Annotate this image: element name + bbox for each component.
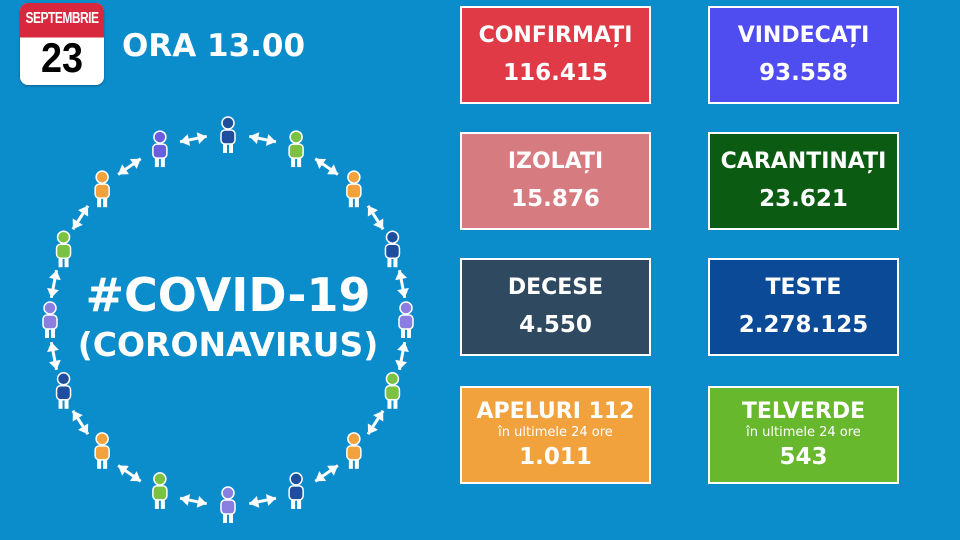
person-icon	[55, 230, 72, 268]
card-label: DECESE	[507, 275, 604, 300]
person-icon	[94, 170, 110, 208]
double-arrow-icon	[179, 132, 207, 146]
double-arrow-icon	[249, 132, 277, 146]
report-time: ORA 13.00	[122, 28, 306, 64]
person-icon	[152, 130, 168, 168]
card-label: TELVERDE	[741, 399, 866, 424]
calendar-day: 23	[40, 34, 84, 81]
card-confirmati: CONFIRMAȚI 116.415	[460, 6, 651, 104]
person-icon	[384, 372, 401, 409]
card-sublabel: în ultimele 24 ore	[746, 425, 861, 440]
double-arrow-icon	[366, 204, 385, 231]
card-teste: TESTE 2.278.125	[708, 258, 899, 356]
double-arrow-icon	[314, 157, 339, 176]
card-izolati: IZOLAȚI 15.876	[460, 132, 651, 230]
calendar-month: SEPTEMBRIE	[20, 3, 104, 38]
person-icon	[346, 432, 362, 469]
card-sublabel: în ultimele 24 ore	[498, 425, 613, 440]
card-label: TESTE	[765, 275, 842, 300]
double-arrow-icon	[47, 269, 61, 299]
person-icon	[346, 170, 362, 208]
double-arrow-icon	[117, 464, 142, 483]
card-telverde: TELVERDE în ultimele 24 ore 543	[708, 386, 899, 484]
card-decese: DECESE 4.550	[460, 258, 651, 356]
person-icon	[384, 230, 401, 268]
covid-subtitle: (CORONAVIRUS)	[77, 325, 379, 364]
person-icon	[288, 130, 304, 168]
card-value: 93.558	[759, 60, 848, 86]
double-arrow-icon	[395, 341, 409, 371]
double-arrow-icon	[179, 494, 207, 508]
covid-title: #COVID-19	[85, 268, 371, 322]
card-label: APELURI 112	[476, 399, 635, 424]
card-label: VINDECAȚI	[737, 23, 870, 48]
card-label: CONFIRMAȚI	[478, 23, 633, 48]
people-circle-illustration	[42, 116, 414, 523]
card-value: 4.550	[519, 312, 592, 338]
calendar-badge: SEPTEMBRIE 23	[20, 3, 104, 85]
card-value: 15.876	[511, 186, 600, 212]
double-arrow-icon	[71, 204, 90, 231]
double-arrow-icon	[314, 464, 339, 483]
person-icon	[55, 372, 72, 409]
double-arrow-icon	[366, 409, 385, 436]
double-arrow-icon	[47, 341, 61, 371]
card-value: 543	[779, 444, 828, 470]
person-icon	[220, 116, 236, 153]
person-icon	[288, 472, 304, 509]
double-arrow-icon	[249, 494, 277, 508]
card-value: 23.621	[759, 186, 848, 212]
card-apeluri: APELURI 112 în ultimele 24 ore 1.011	[460, 386, 651, 484]
person-icon	[398, 301, 414, 338]
person-icon	[42, 301, 58, 338]
card-label: IZOLAȚI	[507, 149, 604, 174]
person-icon	[152, 472, 168, 509]
card-value: 116.415	[503, 60, 608, 86]
card-value: 1.011	[519, 444, 592, 470]
double-arrow-icon	[395, 269, 409, 299]
double-arrow-icon	[71, 409, 90, 436]
person-icon	[94, 432, 110, 469]
card-label: CARANTINAȚI	[720, 149, 887, 174]
card-carantinati: CARANTINAȚI 23.621	[708, 132, 899, 230]
person-icon	[220, 486, 236, 523]
card-value: 2.278.125	[738, 312, 869, 338]
double-arrow-icon	[117, 157, 142, 176]
card-vindecati: VINDECAȚI 93.558	[708, 6, 899, 104]
